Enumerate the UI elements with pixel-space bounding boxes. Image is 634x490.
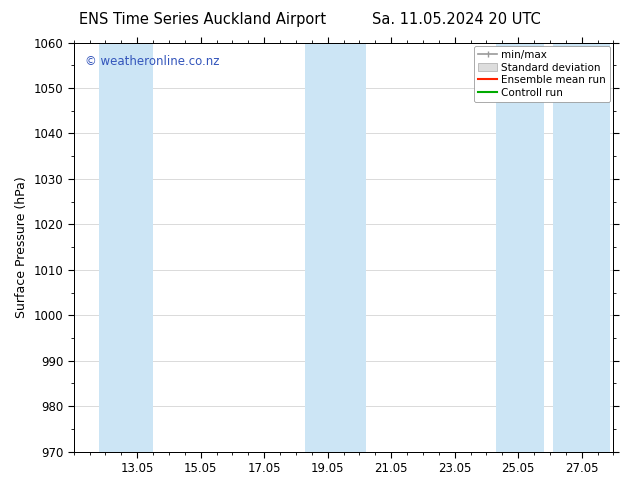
Y-axis label: Surface Pressure (hPa): Surface Pressure (hPa) <box>15 176 28 318</box>
Legend: min/max, Standard deviation, Ensemble mean run, Controll run: min/max, Standard deviation, Ensemble me… <box>474 46 611 102</box>
Text: Sa. 11.05.2024 20 UTC: Sa. 11.05.2024 20 UTC <box>372 12 541 27</box>
Bar <box>553 43 611 452</box>
Text: ENS Time Series Auckland Airport: ENS Time Series Auckland Airport <box>79 12 327 27</box>
Bar <box>496 43 543 452</box>
Text: © weatheronline.co.nz: © weatheronline.co.nz <box>84 55 219 68</box>
Bar <box>306 43 366 452</box>
Bar <box>99 43 153 452</box>
